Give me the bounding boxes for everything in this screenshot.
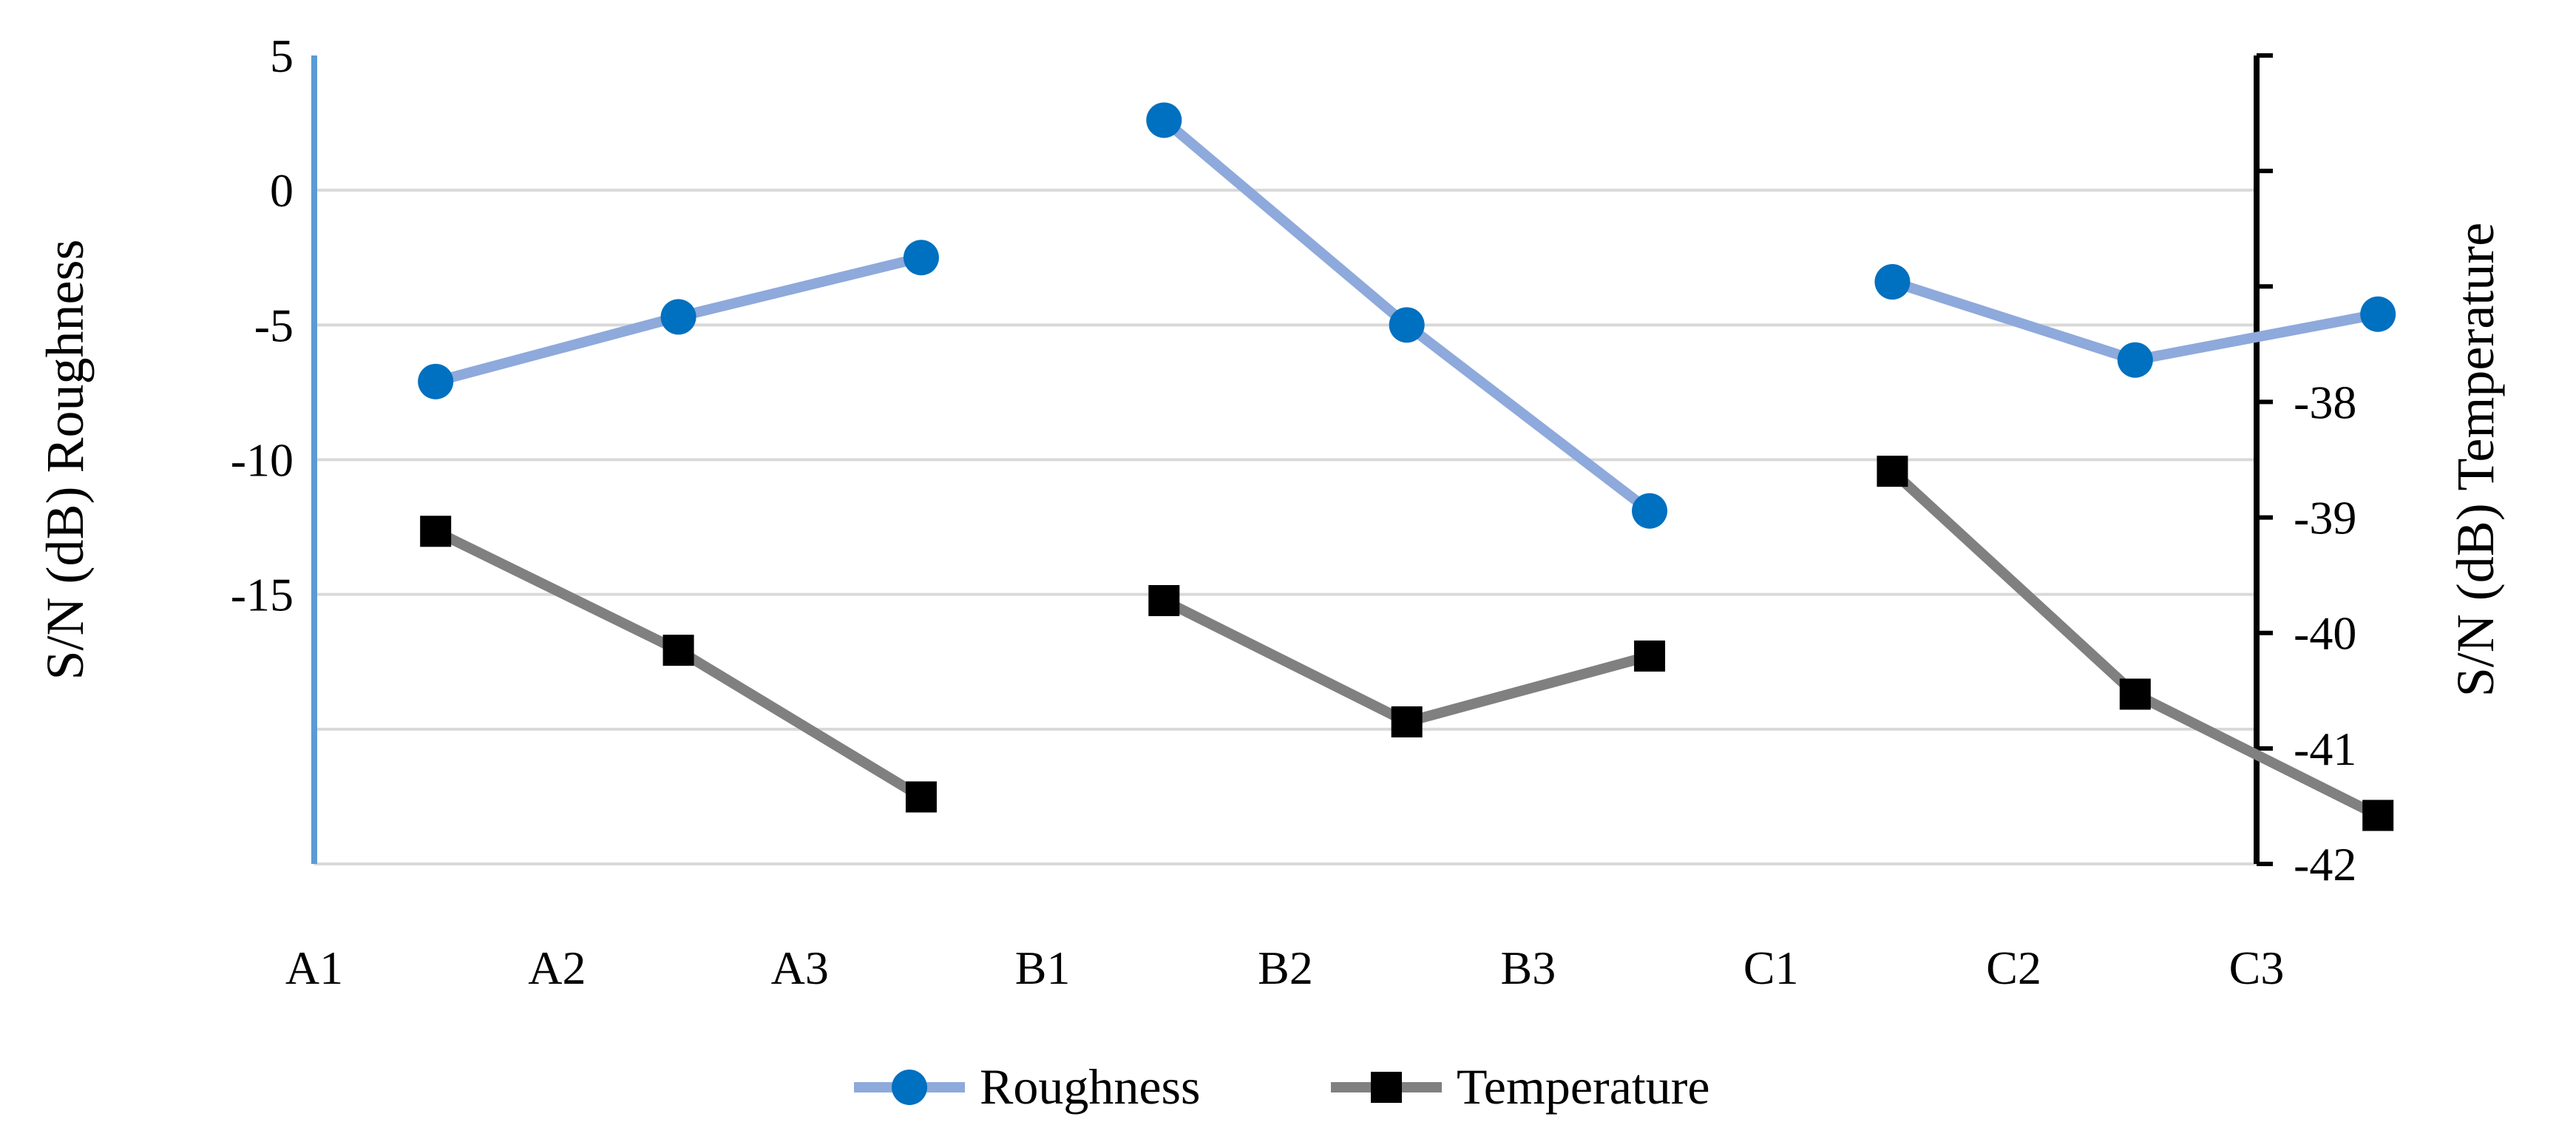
x-tick-label: A1	[285, 942, 343, 994]
x-tick-label: C2	[1986, 942, 2041, 994]
x-tick-label: C3	[2229, 942, 2285, 994]
legend-temperature-marker	[1371, 1072, 1402, 1103]
roughness-point	[903, 240, 939, 276]
left-y-tick-label: 5	[270, 30, 294, 82]
left-y-tick-label: 0	[270, 164, 294, 217]
roughness-point	[1874, 264, 1911, 300]
x-tick-label: B3	[1501, 942, 1556, 994]
left-y-tick-label: -5	[254, 299, 294, 351]
temperature-point	[2362, 800, 2394, 831]
series-layer	[418, 102, 2396, 831]
left-y-tick-label: -15	[231, 569, 294, 621]
left-y-axis-title: S/N (dB) Roughness	[35, 239, 95, 680]
roughness-point	[1146, 102, 1182, 138]
right-y-tick-label: -40	[2294, 607, 2356, 660]
left-y-tick-label: -10	[231, 434, 294, 487]
roughness-point	[1632, 493, 1668, 529]
right-y-tick-label: -39	[2294, 492, 2356, 544]
temperature-point	[1877, 456, 1908, 487]
right-y-tick-label: -38	[2294, 376, 2356, 428]
x-tick-label: C1	[1743, 942, 1799, 994]
temperature-point	[905, 781, 937, 813]
right-y-axis-title: S/N (dB) Temperature	[2446, 223, 2505, 697]
right-y-tick-label: -42	[2294, 838, 2356, 891]
gridlines	[314, 189, 2257, 865]
right-y-ticks: -38 -39 -40 -41 -42	[2257, 53, 2356, 891]
legend-roughness-label: Roughness	[980, 1058, 1200, 1115]
x-tick-label: A3	[771, 942, 829, 994]
legend-temperature-label: Temperature	[1457, 1058, 1710, 1115]
temperature-point	[420, 516, 452, 547]
temperature-point	[2119, 678, 2151, 710]
roughness-point	[1389, 307, 1425, 343]
x-tick-label: B2	[1258, 942, 1313, 994]
series-temperature	[420, 456, 2394, 831]
roughness-point	[2360, 296, 2396, 332]
temperature-point	[1634, 640, 1666, 672]
temperature-line	[1159, 595, 1655, 727]
x-tick-label: B1	[1015, 942, 1071, 994]
temperature-point	[662, 635, 694, 666]
legend: Roughness Temperature	[854, 1058, 1710, 1115]
temperature-point	[1148, 584, 1180, 616]
roughness-point	[660, 299, 696, 335]
temperature-point	[1391, 706, 1423, 737]
right-y-tick-label: -41	[2294, 723, 2356, 775]
axes	[311, 55, 2260, 864]
left-y-tick-labels: 5 0 -5 -10 -15	[231, 30, 294, 621]
series-roughness	[418, 102, 2396, 529]
roughness-point	[418, 363, 454, 399]
x-tick-labels: A1 A2 A3 B1 B2 B3 C1 C2 C3	[285, 942, 2284, 994]
x-tick-label: A2	[528, 942, 586, 994]
legend-roughness-marker	[892, 1070, 927, 1105]
roughness-point	[2117, 342, 2153, 378]
